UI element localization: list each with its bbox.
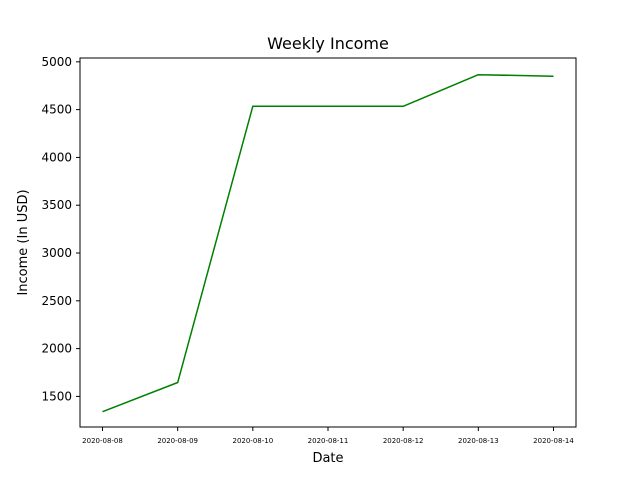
y-tick-label: 2000 — [41, 342, 72, 356]
y-tick-label: 3500 — [41, 198, 72, 212]
income-line — [102, 73, 554, 413]
x-tick-label: 2020-08-09 — [157, 437, 198, 445]
series-layer — [102, 73, 554, 413]
x-tick-label: 2020-08-11 — [308, 437, 349, 445]
plot-frame — [79, 57, 577, 428]
chart-title: Weekly Income — [267, 34, 389, 53]
y-tick-label: 3000 — [41, 246, 72, 260]
x-tick-label: 2020-08-13 — [458, 437, 499, 445]
y-tick-label: 4500 — [41, 103, 72, 117]
y-tick-label: 5000 — [41, 55, 72, 69]
y-tick-label: 4000 — [41, 150, 72, 164]
x-tick-label: 2020-08-12 — [383, 437, 424, 445]
x-axis: 2020-08-08 2020-08-09 2020-08-10 2020-08-11… — [82, 427, 574, 445]
y-axis: 1500 2000 2500 3000 3500 4000 4500 5000 — [41, 55, 80, 403]
y-tick-label: 1500 — [41, 389, 72, 403]
x-axis-title: Date — [312, 451, 343, 466]
x-tick-label: 2020-08-08 — [82, 437, 123, 445]
y-axis-title: Income (In USD) — [16, 189, 31, 295]
y-tick-label: 2500 — [41, 294, 72, 308]
x-tick-label: 2020-08-14 — [533, 437, 574, 445]
x-tick-label: 2020-08-10 — [232, 437, 273, 445]
plot-area — [79, 57, 577, 428]
